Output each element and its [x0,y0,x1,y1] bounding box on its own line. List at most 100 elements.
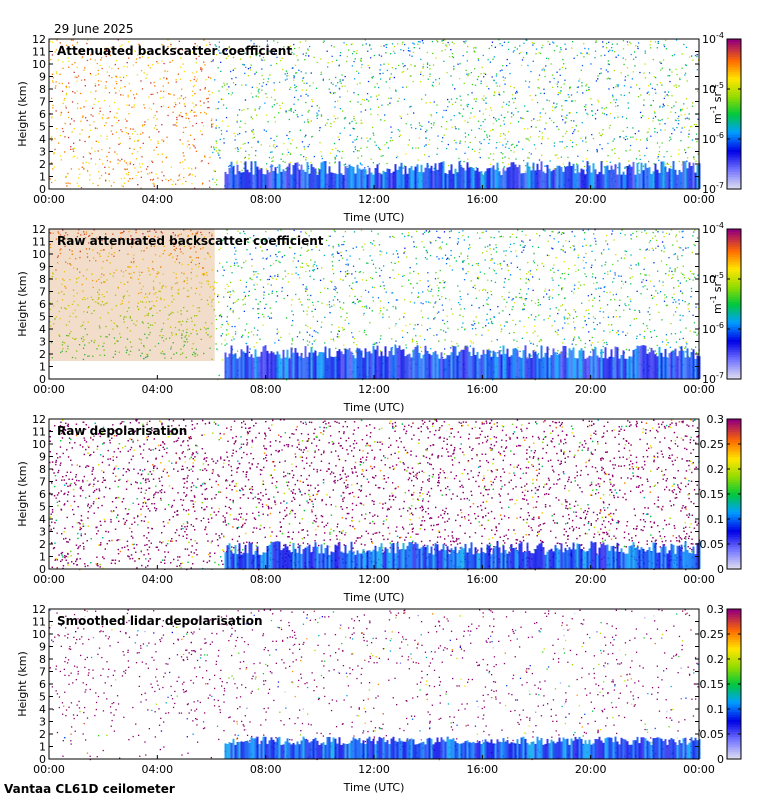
x-tick-label: 20:00 [575,573,607,586]
y-tick-label: 10 [32,438,46,451]
y-tick-label: 4 [39,513,46,526]
x-tick-label: 08:00 [250,573,282,586]
y-tick-label: 4 [39,133,46,146]
x-tick-label: 00:00 [33,763,65,776]
colorbar-tick-base: 10 [702,323,716,336]
colorbar-tick-label: 0.2 [707,653,725,666]
y-tick-label: 5 [39,691,46,704]
x-tick-label: 16:00 [466,193,498,206]
colorbar-tick-label: 10-7 [702,181,724,196]
x-tick-label: 16:00 [466,763,498,776]
colorbar-tick-base: 10 [702,83,716,96]
y-axis-label: Height (km) [16,651,29,717]
colorbar-tick-label: 0.1 [707,513,725,526]
y-tick-label: 9 [39,71,46,84]
y-tick-label: 5 [39,121,46,134]
colorbar-tick-label: 0 [717,753,724,766]
y-tick-label: 6 [39,108,46,121]
colorbar-tick-base: 0.25 [700,438,725,451]
y-tick-label: 7 [39,476,46,489]
colorbar-tick-base: 0.05 [700,728,725,741]
y-tick-label: 3 [39,526,46,539]
y-tick-label: 8 [39,83,46,96]
x-axis-label: Time (UTC) [343,401,405,414]
y-tick-label: 10 [32,248,46,261]
y-tick-label: 6 [39,298,46,311]
x-tick-label: 12:00 [358,383,390,396]
colorbar-tick-base: 10 [702,223,716,236]
y-tick-label: 12 [32,223,46,236]
colorbar: 10-7 10-6 10-5 10-4 m-1sr-1 [702,31,742,196]
panel-title: Raw depolarisation [57,424,187,438]
colorbar-tick-base: 0 [717,563,724,576]
unit-base: sr [711,282,724,293]
x-tick-label: 00:00 [33,383,65,396]
colorbar-tick-exponent: -4 [716,221,724,230]
plot-area [49,609,699,759]
x-tick-label: 00:00 [33,193,65,206]
colorbar-tick-base: 0.25 [700,628,725,641]
heatmap-field [49,609,701,761]
y-axis-label: Height (km) [16,461,29,527]
colorbar-tick-base: 0.15 [700,488,725,501]
y-tick-label: 4 [39,703,46,716]
y-tick-label: 8 [39,463,46,476]
unit-base: m [711,113,724,124]
panel-title: Smoothed lidar depolarisation [57,614,263,628]
x-tick-label: 04:00 [141,763,173,776]
colorbar-tick-label: 10-5 [702,271,724,286]
y-tick-label: 6 [39,488,46,501]
colorbar-tick-label: 0.25 [700,628,725,641]
y-tick-label: 5 [39,501,46,514]
colorbar: 0 0.05 0.1 0.15 0.2 0.25 0.3 [700,413,742,576]
colorbar: 10-710-610-510-4m-1sr-1 [702,221,742,386]
y-tick-label: 7 [39,96,46,109]
colorbar-tick-label: 0.05 [700,538,725,551]
colorbar-tick-label: 0 [717,563,724,576]
y-tick-label: 1 [39,551,46,564]
colorbar-tick-label: 10-6 [702,131,724,146]
colorbar-tick-label: 0.3 [707,603,725,616]
unit-exponent: -1 [709,295,718,303]
y-tick-label: 1 [39,361,46,374]
y-tick-label: 3 [39,716,46,729]
colorbar-tick-label: 10-5 [702,81,724,96]
colorbar-tick-base: 0.3 [707,413,725,426]
x-tick-label: 12:00 [358,763,390,776]
colorbar-tick-base: 0.1 [707,513,725,526]
x-tick-label: 00:00 [683,763,715,776]
colorbar-tick-label: 10-4 [702,31,724,46]
x-tick-label: 04:00 [141,573,173,586]
y-tick-label: 1 [39,171,46,184]
y-tick-label: 0 [39,563,46,576]
y-tick-label: 2 [39,348,46,361]
y-tick-label: 8 [39,653,46,666]
y-tick-label: 11 [32,426,46,439]
colorbar-tick-base: 10 [702,33,716,46]
x-tick-label: 12:00 [358,573,390,586]
y-tick-label: 9 [39,261,46,274]
heatmap-field [49,419,701,571]
colorbar-tick-label: 10-7 [702,371,724,386]
y-tick-label: 10 [32,628,46,641]
colorbar-tick-base: 10 [702,273,716,286]
instrument-label: Vantaa CL61D ceilometer [4,782,175,796]
colorbar-unit: m-1sr-1 [709,84,724,124]
y-tick-label: 11 [32,616,46,629]
colorbar-tick-base: 0.05 [700,538,725,551]
colorbar-tick-exponent: -6 [716,321,724,330]
colorbar-tick-label: 10-4 [702,221,724,236]
colorbar-tick-label: 0.15 [700,678,725,691]
colorbar-tick-base: 10 [702,373,716,386]
y-tick-label: 8 [39,273,46,286]
colorbar-tick-label: 0.1 [707,703,725,716]
y-tick-label: 11 [32,236,46,249]
colorbar-tick-base: 0.2 [707,653,725,666]
y-axis-label: Height (km) [16,271,29,337]
unit-exponent: -1 [709,274,718,282]
colorbar-tick-exponent: -5 [716,271,724,280]
